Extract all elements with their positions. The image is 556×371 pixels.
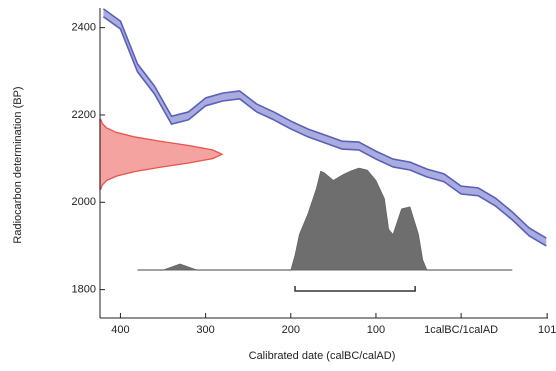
curve-lower — [102, 16, 547, 247]
y-tick-label: 1800 — [72, 284, 96, 296]
x-tick-label: 1calBC/1calAD — [424, 324, 498, 336]
range-bracket — [294, 286, 416, 292]
x-tick-label: 200 — [282, 324, 300, 336]
measurement-distribution — [99, 118, 224, 190]
x-tick-label: 400 — [111, 324, 129, 336]
y-tick-label: 2200 — [72, 109, 96, 121]
y-axis-title: Radiocarbon determination (BP) — [12, 86, 24, 243]
y-tick-label: 2400 — [72, 22, 96, 34]
y-tick-label: 2000 — [72, 196, 96, 208]
calibrated-distribution — [137, 167, 513, 271]
x-tick-label: 101 — [538, 324, 556, 336]
x-axis-title: Calibrated date (calBC/calAD) — [249, 350, 396, 362]
curve-upper — [102, 8, 547, 239]
x-tick-label: 300 — [196, 324, 214, 336]
x-tick-label: 100 — [367, 324, 385, 336]
